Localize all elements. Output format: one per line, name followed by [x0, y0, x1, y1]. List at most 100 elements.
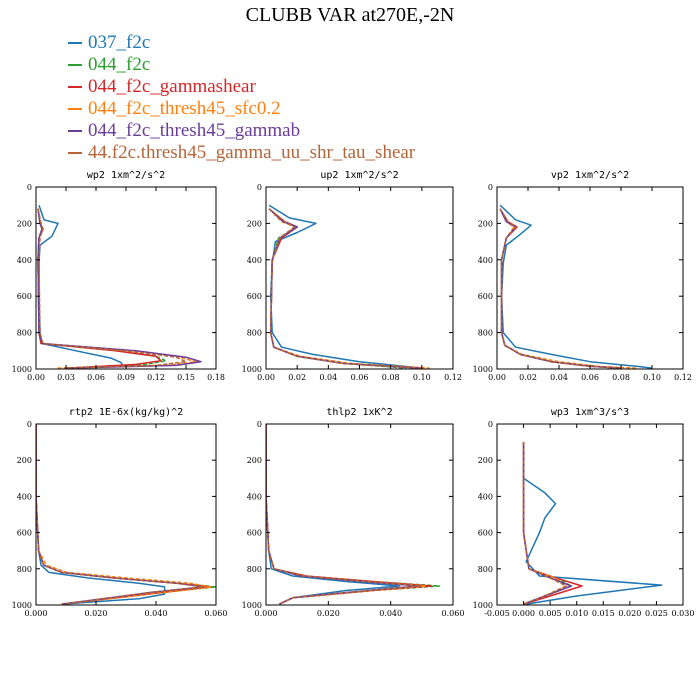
series-line	[38, 204, 125, 368]
y-tick-label: 800	[17, 565, 32, 574]
subplot-title: up2 1xm^2/s^2	[320, 170, 398, 181]
series-group	[499, 204, 653, 369]
figure-title: CLUBB VAR at270E,-2N	[245, 4, 455, 26]
x-tick-label: 0.040	[379, 609, 402, 618]
legend-item: 44.f2c.thresh45_gamma_uu_shr_tau_shear	[68, 142, 415, 164]
x-tick-label: -0.005	[484, 609, 510, 618]
plot-frame	[265, 186, 454, 370]
x-tick-label: 0.060	[205, 609, 228, 618]
plot-frame	[496, 186, 684, 370]
x-tick-label: 0.020	[85, 609, 108, 618]
x-tick-label: 0.060	[442, 609, 465, 618]
series-group	[522, 442, 663, 605]
subplot-4: rtp2 1E-6x(kg/kg)^2 0.000 0.020 0.040 0.060 0…	[12, 407, 228, 618]
subplot-5: thlp2 1xK^2 0.000 0.020 0.040 0.060 0 200 400 60…	[242, 407, 465, 618]
legend-label: 44.f2c.thresh45_gamma_uu_shr_tau_shear	[88, 142, 416, 163]
x-tick-label: 0.08	[382, 373, 400, 382]
series-group	[268, 204, 430, 369]
legend-swatch	[68, 42, 82, 44]
legend-swatch	[68, 130, 82, 132]
x-tick-label: 0.005	[539, 609, 562, 618]
series-line	[268, 208, 422, 369]
x-tick-label: 0.18	[207, 373, 225, 382]
legend-label: 044_f2c_thresh45_gammab	[88, 120, 301, 141]
subplot-3: vp2 1xm^2/s^2 0.00 0.02 0.04 0.06 0.08 0.10 0.1…	[473, 170, 692, 382]
legend-label: 037_f2c	[88, 32, 151, 53]
series-line	[266, 424, 420, 605]
series-line	[37, 208, 187, 369]
x-tick-label: 0.000	[25, 609, 48, 618]
y-tick-label: 200	[17, 219, 32, 228]
plot-frame	[496, 423, 684, 606]
series-line	[499, 208, 622, 369]
series-line	[36, 424, 212, 605]
legend-swatch	[68, 108, 82, 110]
x-tick-label: 0.040	[145, 609, 168, 618]
series-line	[268, 208, 422, 369]
y-tick-label: 400	[247, 492, 262, 501]
y-tick-label: 600	[17, 529, 32, 538]
legend-swatch	[68, 64, 82, 66]
series-group	[266, 424, 441, 605]
y-tick-label: 1000	[242, 365, 262, 374]
series-line	[522, 442, 663, 605]
subplot-title: vp2 1xm^2/s^2	[551, 170, 629, 181]
series-line	[266, 424, 433, 605]
y-tick-label: 0	[257, 183, 262, 192]
x-tick-label: 0.020	[618, 609, 641, 618]
legend-swatch	[68, 86, 82, 88]
x-tick-label: 0.03	[57, 373, 75, 382]
series-line	[499, 204, 653, 369]
x-tick-label: 0.10	[413, 373, 431, 382]
series-line	[268, 208, 422, 369]
series-line	[266, 424, 422, 605]
y-tick-label: 800	[247, 329, 262, 338]
x-tick-label: 0.12	[444, 373, 462, 382]
subplot-title: rtp2 1E-6x(kg/kg)^2	[69, 407, 183, 418]
y-tick-label: 600	[478, 292, 493, 301]
y-tick-label: 0	[27, 183, 32, 192]
x-tick-label: 0.15	[177, 373, 195, 382]
series-group	[36, 424, 216, 605]
y-tick-label: 0	[257, 420, 262, 429]
plot-frame	[35, 186, 217, 370]
series-line	[36, 424, 204, 605]
x-tick-label: 0.12	[147, 373, 165, 382]
y-tick-label: 800	[478, 565, 493, 574]
x-tick-label: 0.02	[288, 373, 306, 382]
y-tick-label: 0	[488, 183, 493, 192]
y-tick-label: 200	[478, 219, 493, 228]
y-tick-label: 400	[478, 492, 493, 501]
subplot-title: wp3 1xm^3/s^3	[551, 407, 629, 418]
plot-frame	[35, 423, 217, 606]
series-line	[266, 424, 428, 605]
y-tick-label: 400	[247, 256, 262, 265]
y-tick-label: 400	[17, 492, 32, 501]
y-tick-label: 400	[17, 256, 32, 265]
series-line	[499, 208, 637, 369]
subplot-6: wp3 1xm^3/s^3-0.005 0.000 0.005 0.010 0.015 0…	[473, 407, 695, 618]
y-tick-label: 1000	[12, 601, 32, 610]
legend-item: 044_f2c_thresh45_sfc0.2	[68, 98, 415, 120]
legend-label: 044_f2c	[88, 54, 151, 75]
legend-item: 044_f2c	[68, 54, 415, 76]
series-line	[36, 424, 216, 605]
series-line	[499, 208, 622, 369]
series-line	[522, 442, 567, 605]
series-line	[499, 208, 622, 369]
legend: 037_f2c 044_f2c 044_f2c_gammashear 044_f2c_…	[68, 32, 415, 164]
series-line	[37, 208, 197, 369]
subplot-title: wp2 1xm^2/s^2	[87, 170, 165, 181]
y-tick-label: 800	[17, 329, 32, 338]
series-line	[266, 424, 401, 605]
y-tick-label: 200	[247, 456, 262, 465]
subplot-2: up2 1xm^2/s^2 0.00 0.02 0.04 0.06 0.08 0.10 0.1…	[242, 170, 462, 382]
y-tick-label: 600	[247, 292, 262, 301]
y-tick-label: 600	[17, 292, 32, 301]
x-tick-label: 0.010	[565, 609, 588, 618]
legend-item: 044_f2c_gammashear	[68, 76, 415, 98]
legend-label: 044_f2c_gammashear	[88, 76, 256, 97]
legend-item: 037_f2c	[68, 32, 415, 54]
